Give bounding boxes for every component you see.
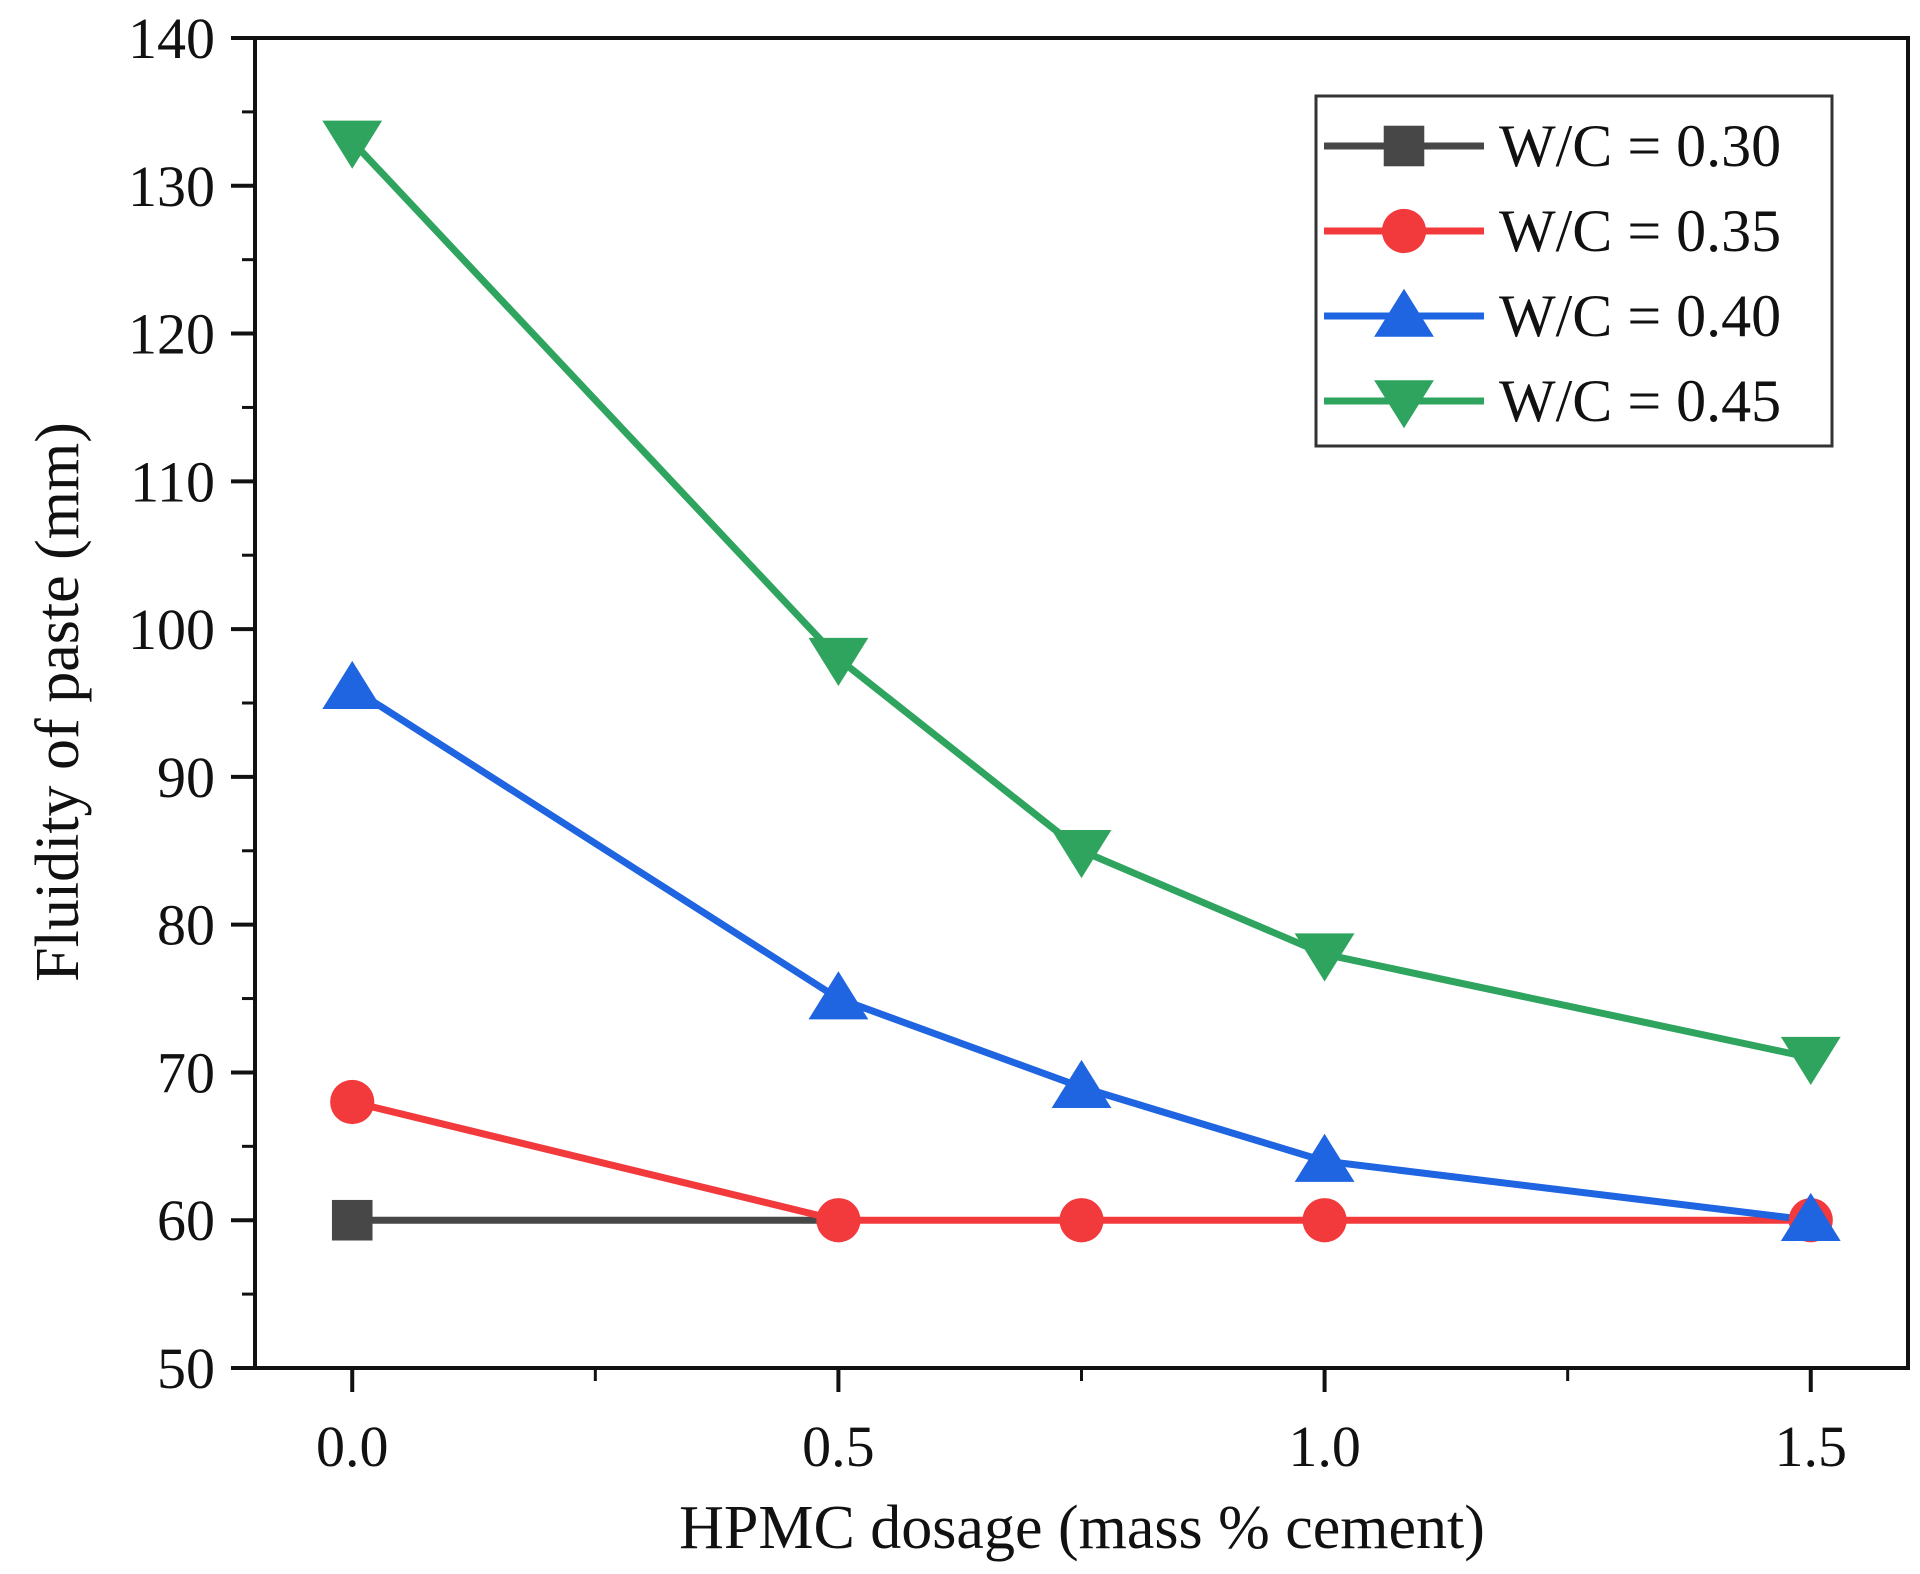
legend-marker-wc045 [1374, 380, 1434, 429]
data-point-wc035 [1302, 1198, 1347, 1243]
data-point-wc040 [322, 660, 383, 710]
legend-marker-wc040 [1374, 288, 1434, 337]
data-point-wc045 [1051, 829, 1112, 879]
data-point-wc040 [1780, 1192, 1841, 1242]
y-tick-label: 90 [157, 745, 215, 810]
legend-marker-wc035 [1381, 208, 1427, 254]
series-markers [322, 120, 1841, 1243]
x-axis-title: HPMC dosage (mass % cement) [679, 1494, 1485, 1562]
y-tick-label: 140 [128, 6, 215, 71]
legend-label-wc035: W/C = 0.35 [1499, 198, 1781, 264]
data-point-wc040 [1294, 1133, 1355, 1182]
x-tick-label: 0.5 [802, 1414, 875, 1479]
data-point-wc045 [808, 637, 869, 686]
legend-marker-wc030 [1383, 125, 1425, 167]
y-tick-label: 100 [128, 597, 215, 662]
data-point-wc035 [330, 1079, 375, 1125]
y-tick-label: 50 [157, 1336, 215, 1401]
data-point-wc040 [808, 971, 869, 1020]
legend-label-wc045: W/C = 0.45 [1499, 368, 1781, 434]
y-tick-label: 130 [128, 154, 215, 219]
data-point-wc040 [1051, 1059, 1112, 1109]
data-point-wc035 [816, 1198, 861, 1243]
x-tick-label: 1.0 [1288, 1414, 1361, 1479]
legend: W/C = 0.30 W/C = 0.35 W/C = 0.40 W/C = 0.45 [1314, 94, 1834, 448]
data-point-wc030 [331, 1199, 373, 1241]
legend-label-wc040: W/C = 0.40 [1499, 283, 1781, 349]
data-point-wc045 [1294, 933, 1355, 982]
x-tick-label: 0.0 [316, 1414, 389, 1479]
axes: 50 60 70 80 90 100 110 120 130 140 0.0 0.5 1.0 1.5 [128, 6, 1910, 1479]
y-tick-label: 70 [157, 1040, 215, 1105]
y-tick-label: 80 [157, 893, 215, 958]
data-point-wc045 [322, 120, 383, 169]
data-point-wc045 [1780, 1036, 1841, 1085]
data-point-wc035 [1059, 1198, 1104, 1243]
y-axis-title: Fluidity of paste (mm) [24, 422, 92, 982]
y-tick-label: 60 [157, 1188, 215, 1253]
x-tick-label: 1.5 [1775, 1414, 1848, 1479]
legend-label-wc030: W/C = 0.30 [1499, 113, 1781, 179]
y-tick-label: 110 [130, 449, 215, 514]
y-tick-label: 120 [128, 302, 215, 367]
